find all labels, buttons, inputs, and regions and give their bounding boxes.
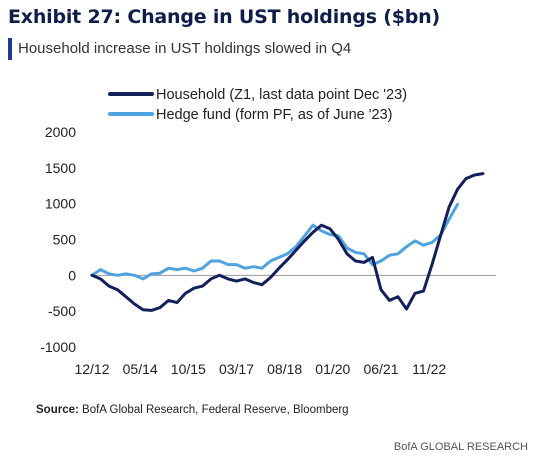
line-chart: -1000 -500 0 500 1000 1500 2000 12/12 05/14 10/15… <box>40 87 496 377</box>
chart-title: Exhibit 27: Change in UST holdings ($bn) <box>8 6 440 28</box>
source-text: BofA Global Research, Federal Reserve, B… <box>82 404 349 416</box>
y-tick-label: 1000 <box>45 196 76 212</box>
source-note: Source: BofA Global Research, Federal Re… <box>36 404 349 416</box>
x-tick-label: 06/21 <box>363 361 398 377</box>
y-tick-label: -1000 <box>40 339 76 355</box>
x-tick-label: 12/12 <box>74 361 109 377</box>
x-tick-label: 08/18 <box>267 361 302 377</box>
x-tick-label: 11/22 <box>412 361 446 377</box>
y-tick-label: -500 <box>48 303 76 319</box>
source-label: Source: <box>36 404 79 416</box>
legend-household-label: Household (Z1, last data point Dec '23) <box>156 87 407 103</box>
x-tick-label: 01/20 <box>315 361 350 377</box>
y-tick-label: 2000 <box>45 124 76 140</box>
household-series-line <box>90 172 485 312</box>
subtitle-accent-bar <box>8 38 12 60</box>
brand-footer: BofA GLOBAL RESEARCH <box>393 441 528 453</box>
y-tick-label: 500 <box>53 232 77 248</box>
y-tick-label: 1500 <box>45 160 76 176</box>
hedge-fund-series-line <box>90 202 459 281</box>
x-tick-label: 10/15 <box>171 361 206 377</box>
chart-subtitle: Household increase in UST holdings slowe… <box>18 40 352 57</box>
x-tick-label: 03/17 <box>219 361 254 377</box>
y-tick-label: 0 <box>68 267 76 283</box>
legend-hedge-fund-label: Hedge fund (form PF, as of June '23) <box>156 107 393 123</box>
x-tick-label: 05/14 <box>123 361 158 377</box>
